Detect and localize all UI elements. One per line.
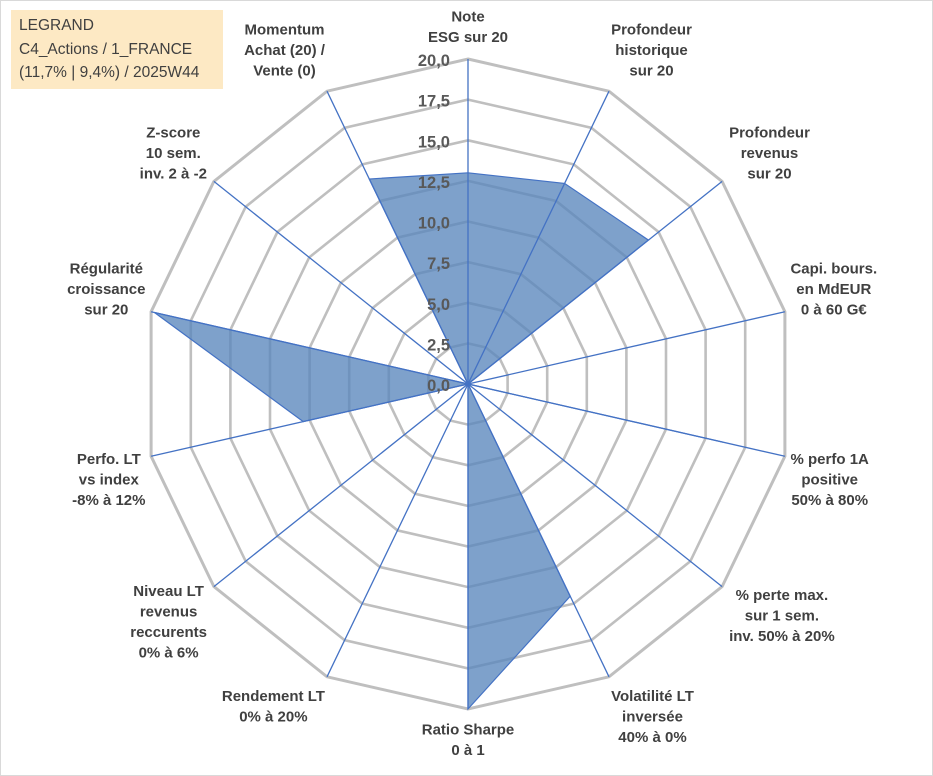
axis-spoke-5 xyxy=(467,383,786,457)
series-area xyxy=(153,172,724,711)
axis-label-line: 0% à 6% xyxy=(139,645,199,662)
axis-label-line: Ratio Sharpe xyxy=(422,722,515,739)
axis-spoke-6 xyxy=(467,383,723,588)
axis-label-line: Achat (20) / xyxy=(244,42,326,59)
axis-label-3: Profondeur revenus sur 20 xyxy=(729,125,810,183)
axis-label-line: 40% à 0% xyxy=(618,729,686,746)
radial-tick-label: 0,0 xyxy=(427,377,450,395)
axis-label-line: Profondeur xyxy=(729,125,810,142)
info-company-name: LEGRAND xyxy=(19,17,94,34)
axis-label-line: inversée xyxy=(622,708,683,725)
axis-label-line: inv. 50% à 20% xyxy=(729,628,835,645)
info-performance-week: (11,7% | 9,4%) / 2025W44 xyxy=(19,64,200,81)
info-universe: C4_Actions / 1_FRANCE xyxy=(19,40,193,58)
axis-label-line: ESG sur 20 xyxy=(428,29,508,46)
axis-label-line: Note xyxy=(451,9,484,26)
radial-tick-label: 17,5 xyxy=(418,93,450,111)
axis-label-line: 50% à 80% xyxy=(791,492,868,509)
axis-spoke-14 xyxy=(326,90,469,385)
axis-label-line: positive xyxy=(801,471,858,488)
axis-spoke-4 xyxy=(467,311,786,385)
radial-tick-label: 20,0 xyxy=(418,52,450,70)
axis-label-9: Rendement LT 0% à 20% xyxy=(222,688,325,726)
axis-label-line: inv. 2 à -2 xyxy=(140,166,207,183)
axis-label-8: Ratio Sharpe 0 à 1 xyxy=(422,722,515,760)
radial-tick-label: 7,5 xyxy=(427,255,450,273)
axis-label-4: Capi. bours. en MdEUR 0 à 60 G€ xyxy=(790,261,877,319)
axis-label-line: sur 20 xyxy=(629,63,673,80)
axis-spoke-11 xyxy=(150,383,469,457)
axis-label-11: Perfo. LT vs index -8% à 12% xyxy=(72,451,145,509)
axis-label-line: 0% à 20% xyxy=(239,708,307,725)
axis-spoke-12 xyxy=(150,311,469,385)
axis-label-line: Volatilité LT xyxy=(611,688,694,705)
axis-label-line: en MdEUR xyxy=(796,281,871,298)
axis-label-13: Z-score 10 sem. inv. 2 à -2 xyxy=(140,125,207,183)
radial-tick-label: 10,0 xyxy=(418,215,450,233)
axis-label-14: Momentum Achat (20) / Vente (0) xyxy=(244,22,326,80)
axis-label-10: Niveau LT revenus reccurents 0% à 6% xyxy=(130,583,207,662)
axis-label-line: Capi. bours. xyxy=(790,261,877,278)
axis-label-6: % perte max. sur 1 sem. inv. 50% à 20% xyxy=(729,587,835,645)
axis-label-line: Régularité xyxy=(70,261,143,278)
axis-label-line: croissance xyxy=(67,281,145,298)
axis-label-12: Régularité croissance sur 20 xyxy=(67,261,145,319)
axis-label-line: Perfo. LT xyxy=(77,451,141,468)
radar-axes xyxy=(150,59,786,709)
axis-label-line: vs index xyxy=(79,471,140,488)
radial-tick-label: 15,0 xyxy=(418,133,450,151)
radial-tick-labels: 0,0 2,5 5,0 7,5 10,0 12,5 15,0 17,5 20,0 xyxy=(418,52,450,395)
axis-label-line: revenus xyxy=(140,604,198,621)
radial-tick-label: 12,5 xyxy=(418,174,450,192)
axis-label-2: Profondeur historique sur 20 xyxy=(611,22,692,80)
axis-label-line: -8% à 12% xyxy=(72,492,145,509)
info-box: LEGRAND C4_Actions / 1_FRANCE (11,7% | 9… xyxy=(11,10,223,89)
axis-label-line: reccurents xyxy=(130,624,207,641)
category-labels: Note ESG sur 20 Profondeur historique sur 20… xyxy=(67,9,877,760)
axis-label-line: Z-score xyxy=(146,125,200,142)
axis-spoke-7 xyxy=(467,383,610,678)
axis-label-line: 0 à 60 G€ xyxy=(801,302,868,319)
axis-spoke-2 xyxy=(467,90,610,385)
radar-series xyxy=(153,172,724,711)
axis-label-line: % perfo 1A xyxy=(791,451,870,468)
axis-label-line: 0 à 1 xyxy=(451,742,484,759)
axis-label-line: sur 1 sem. xyxy=(745,607,819,624)
axis-label-line: Profondeur xyxy=(611,22,692,39)
axis-spoke-13 xyxy=(213,180,469,385)
axis-label-line: Niveau LT xyxy=(133,583,204,600)
axis-spoke-9 xyxy=(326,383,469,678)
axis-label-line: Momentum xyxy=(245,22,325,39)
axis-label-line: sur 20 xyxy=(747,166,791,183)
axis-label-line: % perte max. xyxy=(736,587,829,604)
radial-tick-label: 2,5 xyxy=(427,336,450,354)
axis-label-line: Rendement LT xyxy=(222,688,325,705)
axis-spoke-3 xyxy=(467,180,723,385)
axis-label-7: Volatilité LT inversée 40% à 0% xyxy=(611,688,694,746)
axis-label-line: revenus xyxy=(741,145,799,162)
axis-spoke-10 xyxy=(213,383,469,588)
axis-label-line: sur 20 xyxy=(84,302,128,319)
radial-tick-label: 5,0 xyxy=(427,296,450,314)
axis-label-line: 10 sem. xyxy=(146,145,201,162)
axis-label-1: Note ESG sur 20 xyxy=(428,9,508,47)
axis-label-line: historique xyxy=(615,42,688,59)
axis-label-5: % perfo 1A positive 50% à 80% xyxy=(791,451,870,509)
axis-label-line: Vente (0) xyxy=(253,63,316,80)
